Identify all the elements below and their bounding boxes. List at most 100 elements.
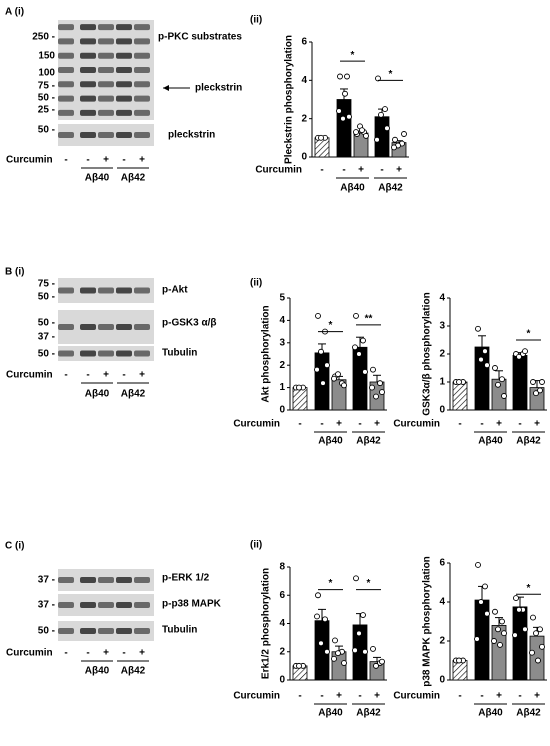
sign: - <box>64 370 67 381</box>
blot-band <box>134 287 150 294</box>
data-point <box>456 657 462 664</box>
data-point <box>535 657 541 664</box>
blot-band <box>116 24 132 31</box>
data-point <box>495 626 501 633</box>
blot-band <box>98 628 114 634</box>
blot-band <box>58 324 74 330</box>
data-point <box>475 325 481 332</box>
protein-label: pleckstrin <box>168 130 215 141</box>
blot-band <box>58 287 74 294</box>
sign: - <box>86 648 89 659</box>
group-label: Aβ40 <box>318 708 343 719</box>
group-label: Aβ40 <box>85 666 110 677</box>
marker-label: 37 - <box>38 600 55 611</box>
y-axis-label: GSK3α/β phosphorylation <box>422 292 433 415</box>
data-point <box>370 645 376 652</box>
blot-band <box>80 24 96 31</box>
y-tick-label: 4 <box>439 293 445 304</box>
blot-band <box>134 24 150 31</box>
data-point <box>331 655 337 662</box>
blot-band <box>134 95 150 102</box>
marker-label: 100 <box>38 68 55 79</box>
blot-band <box>80 95 96 102</box>
data-point <box>318 640 324 647</box>
blot-band <box>58 38 74 45</box>
data-point <box>537 626 543 633</box>
blot-band <box>98 24 114 31</box>
data-point <box>360 612 366 618</box>
data-point <box>315 312 321 319</box>
data-point <box>342 90 348 97</box>
group-label: Aβ40 <box>85 389 110 400</box>
blot-band <box>134 67 150 73</box>
data-point <box>331 375 337 382</box>
blot-band <box>116 81 132 88</box>
y-tick-label: 0 <box>279 405 285 416</box>
sign: - <box>64 155 67 166</box>
row-label: Curcumin <box>255 165 302 176</box>
y-tick-label: 8 <box>279 562 285 573</box>
sign: - <box>458 691 461 702</box>
blot-band <box>80 132 96 138</box>
group-label: Aβ42 <box>121 389 146 400</box>
sign: - <box>458 419 461 430</box>
row-label: Curcumin <box>393 691 440 702</box>
data-point <box>318 134 324 141</box>
data-point <box>482 583 488 590</box>
group-label: Aβ42 <box>121 173 146 184</box>
y-tick-label: 3 <box>279 337 285 348</box>
sign: - <box>122 648 125 659</box>
sign: + <box>358 165 364 176</box>
arrow-head <box>163 85 169 91</box>
sign: - <box>358 691 361 702</box>
data-point <box>377 380 383 387</box>
bar <box>452 381 468 411</box>
data-point <box>324 362 330 369</box>
y-tick-label: 0 <box>279 675 285 686</box>
bar <box>512 606 528 681</box>
data-point <box>356 630 362 637</box>
blot-band <box>58 81 74 88</box>
data-point <box>539 643 545 650</box>
marker-label: 50 - <box>38 125 55 136</box>
data-point <box>392 136 398 143</box>
data-point <box>522 348 528 355</box>
sign: - <box>320 691 323 702</box>
data-point <box>324 648 330 655</box>
data-point <box>379 389 385 396</box>
y-tick-label: 2 <box>439 636 445 647</box>
blot-band <box>116 52 132 59</box>
data-point <box>484 362 490 369</box>
y-tick-label: 2 <box>301 113 307 124</box>
data-point <box>495 381 501 388</box>
blot-band <box>98 324 114 330</box>
data-point <box>296 384 302 391</box>
data-point <box>353 575 359 582</box>
y-tick-label: 6 <box>301 37 307 48</box>
blot-band <box>134 628 150 634</box>
blot-band <box>58 350 74 357</box>
bar <box>512 354 528 411</box>
y-tick-label: 2 <box>279 646 285 657</box>
panel-label: (ii) <box>250 15 262 26</box>
blot-band <box>116 602 132 608</box>
panel-label: (ii) <box>250 278 262 289</box>
data-point <box>362 368 368 375</box>
sign: - <box>320 419 323 430</box>
sign: + <box>103 370 109 381</box>
data-point <box>474 636 480 642</box>
protein-label: p-Akt <box>162 285 188 296</box>
y-axis-label: Erk1/2 phosphorylation <box>261 568 272 679</box>
y-tick-label: 0 <box>439 675 445 686</box>
group-label: Aβ40 <box>478 436 503 447</box>
data-point <box>401 131 407 137</box>
blot-band <box>80 67 96 73</box>
row-label: Curcumin <box>393 419 440 430</box>
sign: - <box>122 155 125 166</box>
marker-label: 37 - <box>38 332 55 343</box>
blot-band <box>116 628 132 634</box>
data-point <box>530 379 536 385</box>
y-tick-label: 5 <box>279 293 285 304</box>
panel-label: (ii) <box>250 540 262 551</box>
data-point <box>512 632 518 639</box>
